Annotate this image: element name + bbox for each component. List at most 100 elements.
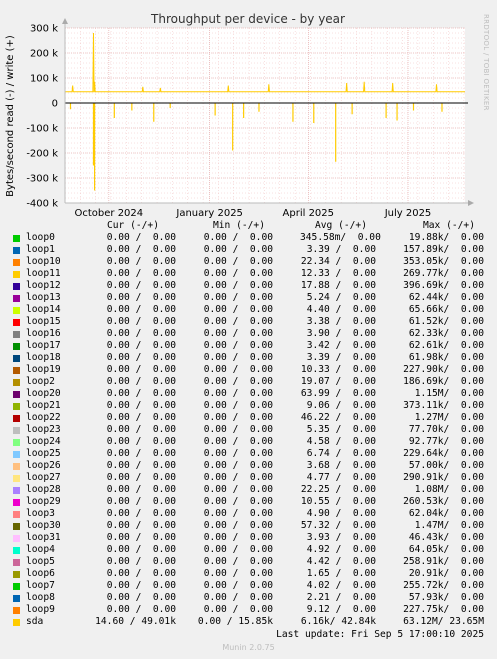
legend-swatch (13, 438, 20, 446)
legend-min: 0.00 / 0.00 (203, 532, 273, 543)
header-avg: Avg (-/+) (315, 220, 367, 231)
legend-min: 0.00 / 0.00 (203, 412, 273, 423)
legend-max: 62.61k/ 0.00 (408, 340, 484, 351)
legend-avg: 4.90 / 0.00 (306, 508, 376, 519)
legend-avg: 2.21 / 0.00 (306, 592, 376, 603)
legend-min: 0.00 / 0.00 (203, 508, 273, 519)
legend-max: 227.75k/ 0.00 (403, 604, 484, 615)
legend-row: loop1 0.00 / 0.00 0.00 / 0.00 3.39 / 0.00 15… (0, 244, 497, 256)
legend-max: 290.91k/ 0.00 (403, 472, 484, 483)
y-tick-label: 100 k (30, 74, 58, 85)
legend-cur: 0.00 / 0.00 (106, 448, 176, 459)
legend-name: loop29 (26, 496, 61, 507)
legend-row: loop25 0.00 / 0.00 0.00 / 0.00 6.74 / 0.00 2… (0, 448, 497, 460)
legend-row: loop11 0.00 / 0.00 0.00 / 0.00 12.33 / 0.00… (0, 268, 497, 280)
legend-min: 0.00 / 15.85k (197, 616, 273, 627)
last-update: Last update: Fri Sep 5 17:00:10 2025 (276, 629, 484, 640)
legend: Cur (-/+) Min (-/+) Avg (-/+) Max (-/+) … (0, 220, 497, 628)
legend-max: 63.12M/ 23.65M (403, 616, 484, 627)
y-axis-arrow (62, 18, 68, 24)
legend-max: 255.72k/ 0.00 (403, 580, 484, 591)
legend-cur: 0.00 / 0.00 (106, 424, 176, 435)
legend-avg: 6.16k/ 42.84k (300, 616, 376, 627)
legend-row: loop23 0.00 / 0.00 0.00 / 0.00 5.35 / 0.00 7… (0, 424, 497, 436)
legend-avg: 3.38 / 0.00 (306, 316, 376, 327)
legend-swatch (13, 426, 20, 434)
legend-swatch (13, 486, 20, 494)
legend-row: loop3 0.00 / 0.00 0.00 / 0.00 4.90 / 0.00 62… (0, 508, 497, 520)
legend-row: loop20 0.00 / 0.00 0.00 / 0.00 63.99 / 0.00… (0, 388, 497, 400)
legend-name: loop28 (26, 484, 61, 495)
legend-cur: 0.00 / 0.00 (106, 508, 176, 519)
legend-name: loop4 (26, 544, 55, 555)
legend-name: loop6 (26, 568, 55, 579)
legend-avg: 4.77 / 0.00 (306, 472, 376, 483)
legend-avg: 6.74 / 0.00 (306, 448, 376, 459)
y-ticks: 300 k 200 k 100 k 0 -100 k -200 k -300 k -400 k (26, 24, 58, 210)
legend-cur: 0.00 / 0.00 (106, 532, 176, 543)
legend-min: 0.00 / 0.00 (203, 556, 273, 567)
legend-min: 0.00 / 0.00 (203, 352, 273, 363)
legend-row: loop5 0.00 / 0.00 0.00 / 0.00 4.42 / 0.00 25… (0, 556, 497, 568)
legend-row: loop29 0.00 / 0.00 0.00 / 0.00 10.55 / 0.00… (0, 496, 497, 508)
legend-name: loop0 (26, 232, 55, 243)
legend-avg: 3.42 / 0.00 (306, 340, 376, 351)
legend-avg: 63.99 / 0.00 (300, 388, 376, 399)
legend-max: 61.98k/ 0.00 (408, 352, 484, 363)
legend-min: 0.00 / 0.00 (203, 304, 273, 315)
legend-min: 0.00 / 0.00 (203, 268, 273, 279)
legend-min: 0.00 / 0.00 (203, 340, 273, 351)
legend-max: 92.77k/ 0.00 (408, 436, 484, 447)
legend-max: 373.11k/ 0.00 (403, 400, 484, 411)
legend-avg: 5.24 / 0.00 (306, 292, 376, 303)
legend-min: 0.00 / 0.00 (203, 472, 273, 483)
legend-avg: 19.07 / 0.00 (300, 376, 376, 387)
legend-cur: 0.00 / 0.00 (106, 364, 176, 375)
legend-name: loop5 (26, 556, 55, 567)
legend-swatch (13, 606, 20, 614)
legend-max: 186.69k/ 0.00 (403, 376, 484, 387)
footer: Munin 2.0.75 (222, 643, 275, 652)
legend-cur: 0.00 / 0.00 (106, 544, 176, 555)
legend-min: 0.00 / 0.00 (203, 316, 273, 327)
legend-name: loop25 (26, 448, 61, 459)
legend-row: loop2 0.00 / 0.00 0.00 / 0.00 19.07 / 0.00 1… (0, 376, 497, 388)
legend-swatch (13, 510, 20, 518)
legend-avg: 57.32 / 0.00 (300, 520, 376, 531)
y-tick-label: 200 k (30, 49, 58, 60)
legend-cur: 0.00 / 0.00 (106, 580, 176, 591)
legend-swatch (13, 366, 20, 374)
legend-row: loop7 0.00 / 0.00 0.00 / 0.00 4.02 / 0.00 25… (0, 580, 497, 592)
legend-swatch (13, 330, 20, 338)
legend-cur: 0.00 / 0.00 (106, 556, 176, 567)
legend-swatch (13, 318, 20, 326)
legend-avg: 3.68 / 0.00 (306, 460, 376, 471)
legend-swatch (13, 414, 20, 422)
legend-max: 1.15M/ 0.00 (414, 388, 484, 399)
legend-avg: 17.88 / 0.00 (300, 280, 376, 291)
axes (62, 18, 474, 206)
legend-min: 0.00 / 0.00 (203, 544, 273, 555)
legend-swatch (13, 546, 20, 554)
legend-name: loop8 (26, 592, 55, 603)
legend-name: loop19 (26, 364, 61, 375)
legend-name: loop22 (26, 412, 61, 423)
legend-avg: 22.25 / 0.00 (300, 484, 376, 495)
legend-cur: 0.00 / 0.00 (106, 388, 176, 399)
legend-max: 61.52k/ 0.00 (408, 316, 484, 327)
legend-max: 157.89k/ 0.00 (403, 244, 484, 255)
legend-swatch (13, 354, 20, 362)
legend-avg: 4.02 / 0.00 (306, 580, 376, 591)
legend-name: loop14 (26, 304, 61, 315)
legend-avg: 9.12 / 0.00 (306, 604, 376, 615)
series (65, 32, 465, 191)
legend-name: loop16 (26, 328, 61, 339)
x-tick-label: October 2024 (75, 208, 144, 219)
legend-name: loop26 (26, 460, 61, 471)
legend-avg: 22.34 / 0.00 (300, 256, 376, 267)
legend-header: Cur (-/+) Min (-/+) Avg (-/+) Max (-/+) (0, 220, 497, 232)
legend-cur: 0.00 / 0.00 (106, 280, 176, 291)
legend-swatch (13, 282, 20, 290)
legend-swatch (13, 462, 20, 470)
legend-avg: 5.35 / 0.00 (306, 424, 376, 435)
